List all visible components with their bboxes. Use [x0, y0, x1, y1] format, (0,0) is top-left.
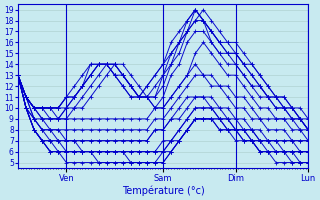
X-axis label: Température (°c): Température (°c)	[122, 185, 204, 196]
